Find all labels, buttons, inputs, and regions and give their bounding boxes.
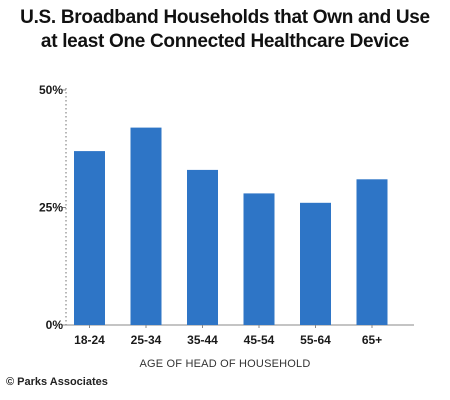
x-axis-title: AGE OF HEAD OF HOUSEHOLD [139, 358, 311, 370]
x-tick-label: 25-34 [131, 333, 162, 347]
x-tick-label: 45-54 [244, 333, 275, 347]
y-tick-label: 25% [39, 201, 63, 215]
x-tick-label: 55-64 [300, 333, 331, 347]
x-tick-label: 18-24 [74, 333, 105, 347]
bar [74, 151, 105, 325]
x-tick-label: 35-44 [187, 333, 218, 347]
y-tick-label: 0% [46, 318, 64, 332]
source-note: © Parks Associates [6, 376, 108, 388]
chart-title: U.S. Broadband Households that Own and U… [0, 6, 450, 54]
x-tick-label: 65+ [362, 333, 382, 347]
bar [243, 193, 275, 325]
chart-title-line-2: at least One Connected Healthcare Device [40, 31, 410, 52]
bar [187, 169, 218, 325]
chart-title-line-1: U.S. Broadband Households that Own and U… [20, 7, 430, 28]
bar [356, 179, 388, 325]
bar [300, 202, 331, 325]
y-tick-label: 50% [39, 83, 63, 97]
bar [130, 127, 162, 325]
